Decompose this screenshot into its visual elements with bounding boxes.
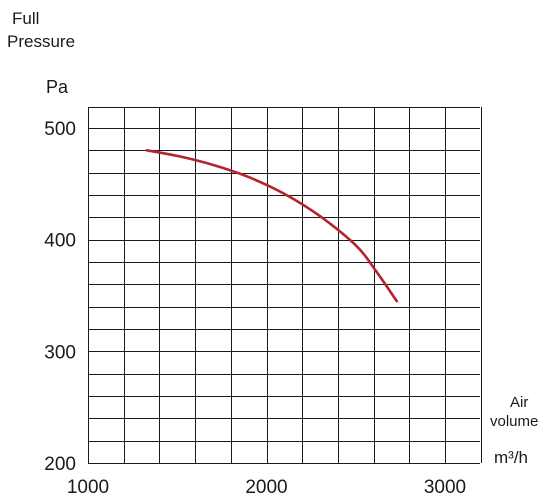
x-axis-title-line-1: Air [510, 394, 528, 411]
x-axis-unit: m³/h [494, 448, 528, 467]
y-axis-title-line-1: Full [12, 9, 39, 28]
x-tick-label: 3000 [424, 477, 466, 498]
y-tick-label: 300 [44, 342, 76, 363]
chart-series [145, 149, 399, 303]
x-tick-label: 2000 [245, 477, 287, 498]
y-tick-label: 200 [44, 454, 76, 475]
pressure-curve-line [145, 149, 399, 303]
y-axis-title-line-2: Pressure [7, 32, 75, 51]
chart-grid [88, 107, 482, 464]
chart-labels: Full Pressure Pa Air volume m³/h 1000 200… [7, 9, 538, 498]
x-tick-label: 1000 [67, 477, 109, 498]
y-axis-unit: Pa [46, 77, 69, 97]
y-tick-label: 500 [44, 119, 76, 140]
x-axis-title-line-2: volume [490, 413, 538, 430]
y-tick-label: 400 [44, 231, 76, 252]
